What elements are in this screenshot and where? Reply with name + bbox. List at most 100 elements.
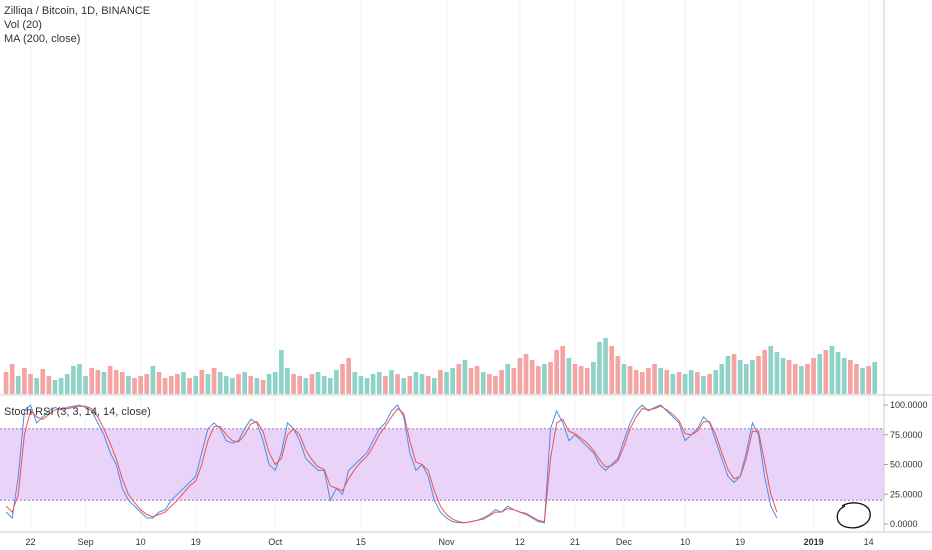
- rsi-tick-label-2: 50.0000: [890, 460, 923, 470]
- volume-bar-122: [750, 360, 755, 394]
- volume-bar-59: [364, 378, 370, 394]
- volume-bar-30: [187, 378, 192, 394]
- volume-bar-79: [487, 374, 492, 394]
- volume-bar-134: [823, 350, 829, 394]
- volume-bar-70: [431, 378, 437, 394]
- volume-bar-75: [462, 360, 468, 394]
- volume-bar-89: [548, 362, 553, 394]
- volume-bar-130: [799, 366, 804, 394]
- volume-bar-87: [535, 366, 541, 394]
- volume-bar-42: [260, 380, 266, 394]
- volume-bar-39: [242, 372, 247, 394]
- volume-bar-35: [217, 372, 223, 394]
- time-label-11: 19: [735, 537, 745, 547]
- time-label-0: 22: [26, 537, 36, 547]
- volume-bar-74: [456, 364, 462, 394]
- volume-bar-142: [872, 362, 878, 394]
- volume-bar-45: [279, 350, 284, 394]
- volume-bar-103: [633, 370, 639, 394]
- volume-bar-55: [340, 364, 345, 394]
- volume-bar-33: [205, 374, 211, 394]
- volume-bar-48: [297, 376, 303, 394]
- time-label-5: 15: [356, 537, 366, 547]
- volume-bar-121: [743, 364, 749, 394]
- volume-bar-120: [737, 360, 743, 394]
- volume-bar-82: [505, 364, 511, 394]
- volume-bar-4: [28, 374, 33, 394]
- volume-bar-126: [774, 352, 780, 394]
- volume-bar-14: [89, 368, 95, 394]
- volume-bar-138: [847, 360, 853, 394]
- volume-bar-18: [113, 370, 119, 394]
- volume-bar-137: [841, 358, 847, 394]
- rsi-legend: Stoch RSI (3, 3, 14, 14, close): [4, 406, 151, 418]
- volume-bar-76: [468, 368, 474, 394]
- volume-bar-56: [346, 358, 351, 394]
- volume-bar-123: [756, 356, 761, 394]
- volume-bar-97: [597, 342, 602, 394]
- volume-bar-112: [688, 370, 694, 394]
- volume-bar-6: [40, 369, 46, 394]
- volume-bar-136: [835, 352, 841, 394]
- volume-bar-132: [811, 358, 816, 394]
- volume-bar-100: [615, 356, 621, 394]
- volume-bar-128: [786, 360, 792, 394]
- volume-bar-53: [327, 378, 333, 394]
- volume-bar-110: [676, 372, 682, 394]
- volume-bar-80: [493, 376, 498, 394]
- volume-bar-119: [731, 354, 737, 394]
- volume-bar-12: [77, 364, 82, 394]
- volume-bar-140: [860, 368, 865, 394]
- volume-bar-114: [701, 376, 706, 394]
- volume-bar-65: [401, 378, 407, 394]
- volume-bar-50: [309, 374, 315, 394]
- volume-bar-72: [444, 372, 449, 394]
- volume-bar-125: [768, 346, 774, 394]
- volume-bar-98: [603, 338, 608, 394]
- volume-bar-95: [584, 368, 590, 394]
- volume-bar-46: [285, 368, 290, 394]
- volume-bar-81: [499, 370, 504, 394]
- volume-bar-26: [162, 378, 168, 394]
- time-label-3: 19: [191, 537, 201, 547]
- stoch-rsi-pane: [0, 394, 932, 524]
- volume-bar-102: [627, 366, 633, 394]
- volume-bar-5: [34, 378, 39, 394]
- time-label-2: 10: [136, 537, 146, 547]
- volume-bars: [3, 338, 878, 394]
- annotation-circle-layer: [836, 502, 871, 529]
- legend-main: Zilliqa / Bitcoin, 1D, BINANCE Vol (20) …: [4, 4, 150, 46]
- volume-bar-107: [658, 368, 663, 394]
- volume-bar-40: [248, 376, 254, 394]
- time-label-9: Dec: [616, 537, 633, 547]
- rsi-band: [0, 428, 884, 501]
- volume-bar-54: [334, 370, 339, 394]
- volume-bar-16: [101, 372, 107, 394]
- volume-bar-127: [780, 358, 786, 394]
- volume-bar-117: [719, 364, 725, 394]
- volume-bar-10: [64, 374, 70, 394]
- volume-bar-11: [71, 366, 76, 394]
- volume-bar-105: [646, 368, 651, 394]
- rsi-tick-label-4: 0.0000: [890, 519, 918, 529]
- volume-bar-22: [138, 376, 143, 394]
- volume-bar-141: [866, 366, 871, 394]
- volume-bar-13: [83, 376, 88, 394]
- volume-bar-9: [58, 378, 64, 394]
- rsi-d-line: [5, 405, 778, 524]
- time-label-8: 21: [570, 537, 580, 547]
- volume-bar-67: [413, 372, 419, 394]
- volume-bar-32: [199, 370, 205, 394]
- volume-bar-129: [792, 364, 798, 394]
- volume-bar-92: [566, 358, 572, 394]
- volume-bar-43: [266, 374, 272, 394]
- rsi-tick-label-1: 75.0000: [890, 430, 923, 440]
- volume-bar-94: [578, 366, 584, 394]
- volume-bar-47: [291, 374, 296, 394]
- volume-bar-96: [591, 362, 596, 394]
- volume-bar-83: [511, 368, 517, 394]
- volume-bar-104: [639, 372, 645, 394]
- volume-bar-62: [383, 376, 388, 394]
